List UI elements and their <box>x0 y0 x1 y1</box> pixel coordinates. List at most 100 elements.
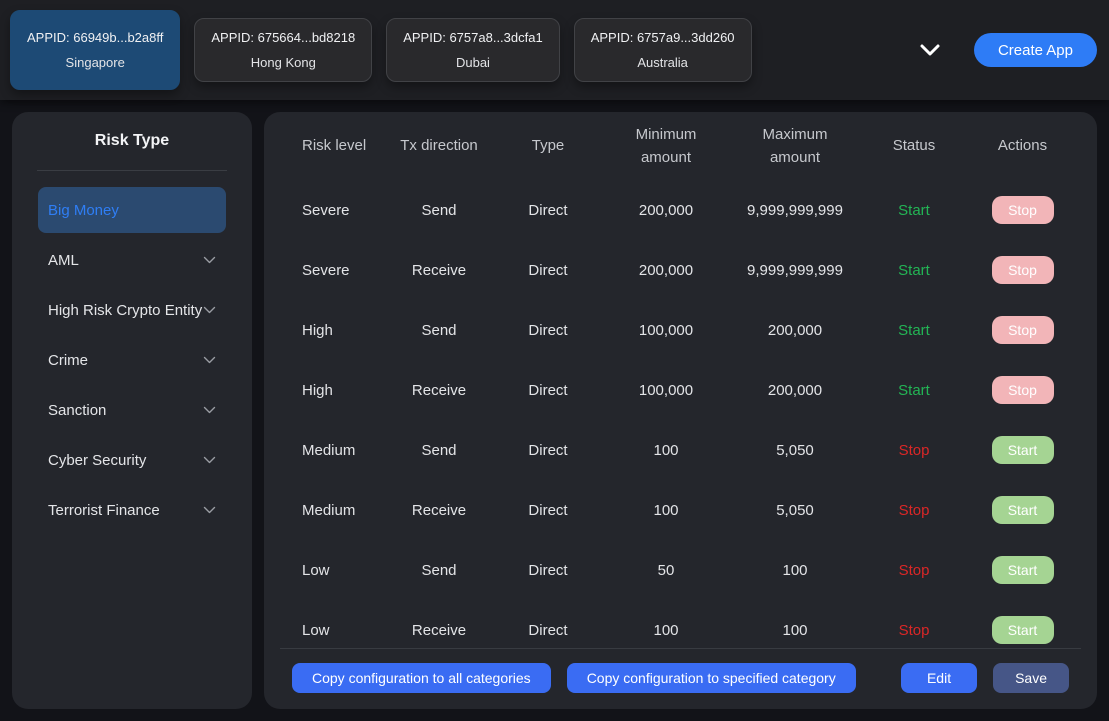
cell-type: Direct <box>528 261 568 279</box>
table-row: Low Send Direct 50 100 Stop Start <box>284 540 1077 600</box>
column-header: Type <box>531 137 565 155</box>
app-card[interactable]: APPID: 6757a8...3dcfa1 Dubai <box>386 18 560 82</box>
chevron-down-icon <box>203 506 216 514</box>
row-action-button[interactable]: Stop <box>991 256 1054 284</box>
app-card-appid: APPID: 675664...bd8218 <box>211 30 356 45</box>
cell-tx-direction: Send <box>421 561 457 579</box>
column-header: Tx direction <box>400 137 478 155</box>
sidebar-item[interactable]: Sanction <box>38 385 226 435</box>
sidebar-item[interactable]: AML <box>38 235 226 285</box>
chevron-down-icon[interactable] <box>914 39 946 61</box>
cell-maximum-amount: 200,000 <box>767 321 823 339</box>
row-action-button[interactable]: Stop <box>991 376 1054 404</box>
row-action-button[interactable]: Start <box>991 496 1054 524</box>
cell-actions: Stop <box>968 376 1077 404</box>
sidebar-item[interactable]: Cyber Security <box>38 435 226 485</box>
cell-minimum-amount: 100 <box>653 501 679 519</box>
cell-risk-level: Severe <box>302 201 350 219</box>
cell-status: Stop <box>898 501 930 519</box>
cell-actions: Stop <box>968 196 1077 224</box>
column-header: Actions <box>997 137 1048 155</box>
copy-specified-category-button[interactable]: Copy configuration to specified category <box>566 663 856 693</box>
cell-type: Direct <box>528 381 568 399</box>
column-header: Maximum amount <box>762 125 828 166</box>
create-app-button[interactable]: Create App <box>973 33 1097 67</box>
cell-type: Direct <box>528 321 568 339</box>
cell-maximum-amount: 100 <box>782 621 808 639</box>
cell-minimum-amount: 100,000 <box>638 381 694 399</box>
app-card-appid: APPID: 6757a9...3dd260 <box>590 30 735 45</box>
cell-risk-level: High <box>302 321 333 339</box>
app-card[interactable]: APPID: 6757a9...3dd260 Australia <box>573 18 752 82</box>
cell-actions: Stop <box>968 256 1077 284</box>
cell-tx-direction: Send <box>421 201 457 219</box>
cell-minimum-amount: 200,000 <box>638 201 694 219</box>
app-card-list: APPID: 66949b...b2a8ff Singapore APPID: … <box>10 10 752 90</box>
cell-status: Start <box>898 321 930 339</box>
chevron-down-icon <box>203 456 216 464</box>
sidebar-item[interactable]: High Risk Crypto Entity <box>38 285 226 335</box>
table-row: Low Receive Direct 100 100 Stop Start <box>284 600 1077 648</box>
topbar-right: Create App <box>914 33 1097 67</box>
cell-tx-direction: Receive <box>411 261 467 279</box>
sidebar-item-label: Terrorist Finance <box>48 501 160 519</box>
app-card-appid: APPID: 66949b...b2a8ff <box>27 30 164 45</box>
sidebar: Risk Type Big Money AML High Risk Crypto… <box>12 112 252 709</box>
cell-status: Start <box>898 201 930 219</box>
sidebar-title: Risk Type <box>94 132 170 149</box>
row-action-button[interactable]: Start <box>991 436 1054 464</box>
cell-minimum-amount: 100,000 <box>638 321 694 339</box>
row-action-button[interactable]: Stop <box>991 316 1054 344</box>
app-card[interactable]: APPID: 675664...bd8218 Hong Kong <box>194 18 373 82</box>
cell-actions: Start <box>968 616 1077 644</box>
app-card-region: Hong Kong <box>250 55 316 70</box>
sidebar-item[interactable]: Big Money <box>38 187 226 233</box>
chevron-down-icon <box>203 406 216 414</box>
table-row: High Receive Direct 100,000 200,000 Star… <box>284 360 1077 420</box>
row-action-button[interactable]: Stop <box>991 196 1054 224</box>
chevron-down-icon <box>203 356 216 364</box>
app-card-region: Australia <box>637 55 688 70</box>
risk-config-panel: Risk level Tx direction Type Minimum amount… <box>264 112 1097 709</box>
cell-minimum-amount: 100 <box>653 441 679 459</box>
sidebar-item-label: High Risk Crypto Entity <box>48 301 203 319</box>
cell-status: Stop <box>898 621 930 639</box>
sidebar-item-label: AML <box>48 251 79 269</box>
table-row: Medium Receive Direct 100 5,050 Stop Sta… <box>284 480 1077 540</box>
table-row: Severe Send Direct 200,000 9,999,999,999… <box>284 180 1077 240</box>
cell-type: Direct <box>528 621 568 639</box>
cell-tx-direction: Receive <box>411 621 467 639</box>
cell-tx-direction: Send <box>421 321 457 339</box>
column-header: Status <box>892 137 936 155</box>
cell-actions: Start <box>968 556 1077 584</box>
save-button[interactable]: Save <box>993 663 1069 693</box>
cell-actions: Stop <box>968 316 1077 344</box>
risk-type-list: Big Money AML High Risk Crypto Entity Cr… <box>12 171 252 535</box>
footer-actions: Copy configuration to all categories Cop… <box>280 648 1081 709</box>
sidebar-divider <box>37 170 227 171</box>
row-action-button[interactable]: Start <box>991 616 1054 644</box>
cell-minimum-amount: 200,000 <box>638 261 694 279</box>
cell-risk-level: Low <box>302 621 330 639</box>
cell-status: Stop <box>898 561 930 579</box>
cell-risk-level: High <box>302 381 333 399</box>
sidebar-item[interactable]: Terrorist Finance <box>38 485 226 535</box>
cell-maximum-amount: 9,999,999,999 <box>747 201 843 219</box>
cell-tx-direction: Receive <box>411 381 467 399</box>
sidebar-item-label: Big Money <box>48 201 119 219</box>
sidebar-item[interactable]: Crime <box>38 335 226 385</box>
risk-table: Risk level Tx direction Type Minimum amount… <box>264 112 1097 648</box>
sidebar-item-label: Cyber Security <box>48 451 147 469</box>
app-card-appid: APPID: 6757a8...3dcfa1 <box>403 30 543 45</box>
table-body: Severe Send Direct 200,000 9,999,999,999… <box>284 180 1077 648</box>
copy-all-categories-button[interactable]: Copy configuration to all categories <box>292 663 551 693</box>
row-action-button[interactable]: Start <box>991 556 1054 584</box>
app-card[interactable]: APPID: 66949b...b2a8ff Singapore <box>10 10 181 90</box>
topbar: APPID: 66949b...b2a8ff Singapore APPID: … <box>0 0 1109 100</box>
cell-maximum-amount: 200,000 <box>767 381 823 399</box>
cell-tx-direction: Receive <box>411 501 467 519</box>
cell-type: Direct <box>528 441 568 459</box>
edit-button[interactable]: Edit <box>900 663 978 693</box>
cell-type: Direct <box>528 561 568 579</box>
